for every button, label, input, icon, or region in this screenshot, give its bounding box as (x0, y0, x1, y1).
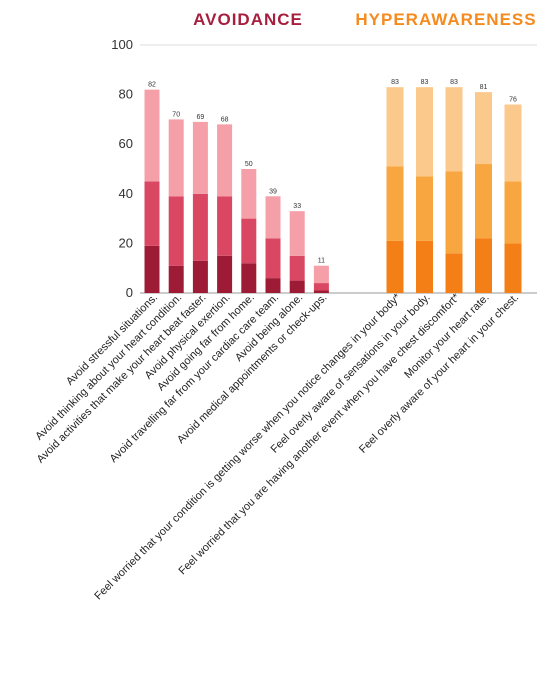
bars-layer (144, 87, 522, 293)
bar-segment (241, 218, 257, 264)
bar-value-label: 69 (197, 114, 205, 121)
bar-value-label: 39 (269, 188, 277, 195)
bar-segment (217, 196, 233, 256)
bar-segment (504, 104, 522, 182)
bar-segment (241, 169, 257, 219)
bar-value-label: 50 (245, 161, 253, 168)
bar-segment (217, 255, 233, 293)
bar-segment (386, 87, 404, 167)
bar-segment (416, 240, 433, 293)
y-tick-label: 60 (119, 136, 133, 151)
bar-segment (217, 124, 233, 197)
bar-value-label: 82 (148, 82, 156, 89)
bar-segment (475, 164, 492, 239)
y-tick-label: 40 (119, 186, 133, 201)
bar-value-label: 83 (450, 79, 458, 86)
bar-segment (386, 240, 404, 293)
bar-segment (168, 196, 184, 266)
bar-segment (192, 121, 208, 194)
bar-segment (265, 196, 281, 239)
bar-value-label: 68 (221, 116, 229, 123)
bar-segment (313, 290, 329, 293)
y-tick-label: 100 (111, 37, 133, 52)
bar-segment (445, 253, 463, 293)
bar-segment (313, 283, 329, 291)
bar-segment (192, 193, 208, 261)
hyperawareness-group-title: HYPERAWARENESS (355, 10, 536, 29)
bar-segment (475, 238, 492, 293)
bar-segment (445, 171, 463, 254)
y-tick-label: 20 (119, 235, 133, 250)
bar-value-label: 11 (318, 258, 325, 265)
avoidance-group-title: AVOIDANCE (193, 10, 303, 29)
bar-segment (289, 255, 305, 281)
bar-segment (504, 243, 522, 293)
bar-segment (416, 176, 433, 241)
bar-segment (416, 87, 433, 177)
bar-segment (265, 238, 281, 279)
bar-segment (168, 265, 184, 293)
bar-value-label: 81 (480, 84, 488, 91)
bar-value-label: 83 (391, 79, 399, 86)
bar-segment (241, 263, 257, 293)
bar-segment (192, 260, 208, 293)
y-tick-label: 80 (119, 87, 133, 102)
bar-segment (475, 92, 492, 165)
bar-segment (144, 89, 160, 182)
bar-segment (144, 181, 160, 246)
y-axis-ticks: 0 20 40 60 80 100 (111, 37, 133, 300)
bar-value-label: 76 (509, 97, 517, 104)
bar-segment (265, 278, 281, 293)
category-labels-layer: Avoid stressful situations.Avoid thinkin… (33, 291, 521, 602)
bar-segment (289, 211, 305, 256)
value-labels-layer: 82 70 69 68 50 39 33 11 83 83 83 81 76 (148, 79, 517, 265)
bar-segment (289, 280, 305, 293)
bar-value-label: 83 (421, 79, 429, 86)
bar-segment (504, 181, 522, 244)
bar-segment (313, 265, 329, 284)
bar-segment (386, 166, 404, 241)
y-tick-label: 0 (126, 285, 133, 300)
bar-value-label: 33 (293, 203, 301, 210)
bar-value-label: 70 (172, 111, 180, 118)
bar-segment (445, 87, 463, 172)
bar-segment (144, 245, 160, 293)
bar-segment (168, 119, 184, 197)
